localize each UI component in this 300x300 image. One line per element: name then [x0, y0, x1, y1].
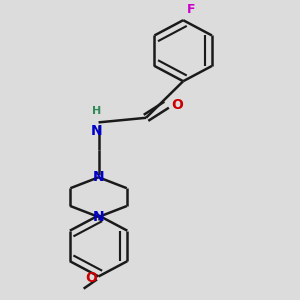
Text: O: O — [85, 271, 97, 285]
Text: O: O — [172, 98, 183, 112]
Text: N: N — [91, 124, 103, 138]
Text: F: F — [187, 3, 195, 16]
Text: N: N — [93, 170, 104, 184]
Text: N: N — [93, 210, 104, 224]
Text: H: H — [92, 106, 101, 116]
